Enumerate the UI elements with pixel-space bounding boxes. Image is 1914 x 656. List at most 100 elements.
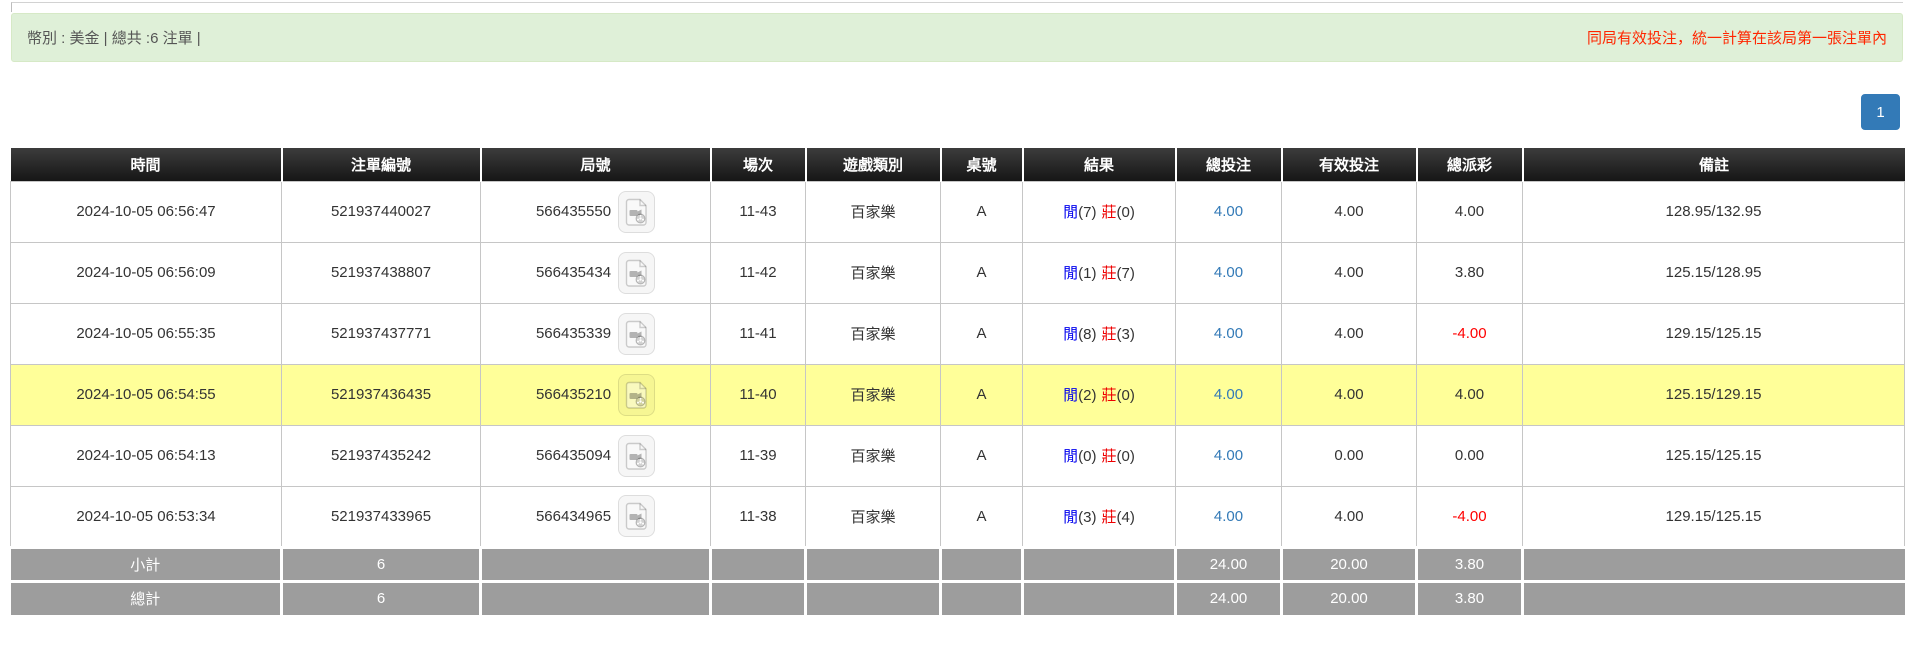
cell-game-type: 百家樂 bbox=[805, 180, 941, 243]
total-payout: 3.80 bbox=[1416, 579, 1524, 615]
column-header-remark: 備註 bbox=[1522, 148, 1905, 181]
table-row: 2024-10-05 06:53:34 521937433965 5664349… bbox=[10, 485, 1905, 548]
cell-total-bet: 4.00 bbox=[1175, 241, 1282, 304]
total-valid-bet: 20.00 bbox=[1281, 579, 1418, 615]
cell-valid-bet: 0.00 bbox=[1281, 424, 1417, 487]
total-bet-link[interactable]: 4.00 bbox=[1213, 264, 1244, 281]
subtotal-valid-bet: 20.00 bbox=[1281, 545, 1418, 581]
cell-table-no: A bbox=[940, 363, 1023, 426]
cell-bet-id: 521937433965 bbox=[281, 485, 481, 548]
cell-remark: 125.15/125.15 bbox=[1522, 424, 1905, 487]
banker-result-label: 莊 bbox=[1101, 265, 1117, 282]
player-result-value: (2) bbox=[1078, 387, 1097, 404]
cell-game-type: 百家樂 bbox=[805, 302, 941, 365]
banker-result-label: 莊 bbox=[1101, 204, 1117, 221]
total-empty bbox=[480, 579, 712, 615]
total-empty bbox=[1522, 579, 1905, 615]
column-header-table-no: 桌號 bbox=[940, 148, 1024, 181]
cell-total-bet: 4.00 bbox=[1175, 302, 1282, 365]
page-1-button[interactable]: 1 bbox=[1861, 94, 1900, 130]
table-row: 2024-10-05 06:56:47 521937440027 5664355… bbox=[10, 180, 1905, 243]
subtotal-empty bbox=[940, 545, 1024, 581]
video-replay-icon bbox=[625, 320, 647, 348]
currency-total-text: 幣別 : 美金 | 總共 :6 注單 | bbox=[27, 30, 201, 47]
cell-session: 11-39 bbox=[710, 424, 806, 487]
cell-table-no: A bbox=[940, 302, 1023, 365]
banker-result-label: 莊 bbox=[1101, 387, 1117, 404]
total-bet-link[interactable]: 4.00 bbox=[1213, 203, 1244, 220]
player-result-value: (7) bbox=[1078, 204, 1097, 221]
video-replay-icon bbox=[625, 502, 647, 530]
cell-result: 閒(3) 莊(4) bbox=[1022, 485, 1176, 548]
cell-result: 閒(2) 莊(0) bbox=[1022, 363, 1176, 426]
video-replay-icon bbox=[625, 381, 647, 409]
video-replay-button[interactable] bbox=[618, 495, 656, 537]
column-header-result: 結果 bbox=[1022, 148, 1177, 181]
column-header-time: 時間 bbox=[10, 148, 283, 181]
banker-result-value: (0) bbox=[1116, 204, 1135, 221]
summary-info-bar: 幣別 : 美金 | 總共 :6 注單 | 同局有效投注，統一計算在該局第一張注單… bbox=[11, 13, 1903, 62]
video-replay-button[interactable] bbox=[618, 434, 656, 477]
subtotal-empty bbox=[1022, 545, 1177, 581]
video-replay-icon bbox=[625, 259, 647, 287]
cell-round-id: 566435434 bbox=[480, 241, 711, 304]
subtotal-empty bbox=[1522, 545, 1905, 581]
player-result-label: 閒 bbox=[1063, 204, 1079, 221]
player-result-value: (1) bbox=[1078, 265, 1097, 282]
video-replay-button[interactable] bbox=[618, 190, 656, 233]
player-result-label: 閒 bbox=[1063, 508, 1079, 526]
player-result-label: 閒 bbox=[1063, 265, 1079, 282]
video-replay-icon bbox=[625, 198, 647, 226]
video-replay-icon bbox=[625, 442, 647, 470]
cell-valid-bet: 4.00 bbox=[1281, 363, 1417, 426]
round-number: 566435550 bbox=[535, 203, 612, 220]
video-replay-button[interactable] bbox=[618, 312, 656, 355]
cell-game-type: 百家樂 bbox=[805, 363, 941, 426]
total-bet-link[interactable]: 4.00 bbox=[1213, 325, 1244, 342]
cell-result: 閒(7) 莊(0) bbox=[1022, 180, 1176, 243]
total-bet-link[interactable]: 4.00 bbox=[1213, 507, 1244, 525]
cell-payout: -4.00 bbox=[1416, 485, 1523, 548]
player-result-value: (8) bbox=[1078, 326, 1097, 343]
subtotal-label: 小計 bbox=[10, 545, 283, 581]
cell-remark: 125.15/128.95 bbox=[1522, 241, 1905, 304]
subtotal-row: 小計 6 24.00 20.00 3.80 bbox=[10, 545, 1905, 581]
cell-bet-id: 521937440027 bbox=[281, 180, 481, 243]
column-header-bet-id: 注單編號 bbox=[281, 148, 482, 181]
column-header-game-type: 遊戲類別 bbox=[805, 148, 942, 181]
column-header-session: 場次 bbox=[710, 148, 807, 181]
cell-result: 閒(0) 莊(0) bbox=[1022, 424, 1176, 487]
cell-session: 11-42 bbox=[710, 241, 806, 304]
total-empty bbox=[710, 579, 807, 615]
video-replay-button[interactable] bbox=[618, 373, 656, 416]
cell-remark: 125.15/129.15 bbox=[1522, 363, 1905, 426]
cell-bet-id: 521937436435 bbox=[281, 363, 481, 426]
cell-total-bet: 4.00 bbox=[1175, 363, 1282, 426]
cell-remark: 129.15/125.15 bbox=[1522, 302, 1905, 365]
banker-result-label: 莊 bbox=[1101, 326, 1117, 343]
cell-payout: 3.80 bbox=[1416, 241, 1523, 304]
cell-remark: 129.15/125.15 bbox=[1522, 485, 1905, 548]
table-row: 2024-10-05 06:56:09 521937438807 5664354… bbox=[10, 241, 1905, 304]
video-replay-button[interactable] bbox=[618, 251, 656, 294]
header-row: 時間 注單編號 局號 場次 遊戲類別 桌號 結果 總投注 有效投注 總派彩 備註 bbox=[10, 148, 1905, 181]
total-label: 總計 bbox=[10, 579, 283, 615]
banker-result-label: 莊 bbox=[1101, 448, 1117, 465]
cell-payout: 4.00 bbox=[1416, 180, 1523, 243]
subtotal-payout: 3.80 bbox=[1416, 545, 1524, 581]
total-count: 6 bbox=[281, 579, 482, 615]
table-row: 2024-10-05 06:55:35 521937437771 5664353… bbox=[10, 302, 1905, 365]
total-empty bbox=[1022, 579, 1177, 615]
subtotal-empty bbox=[480, 545, 712, 581]
round-number: 566435094 bbox=[535, 447, 612, 464]
round-number: 566435210 bbox=[535, 386, 612, 403]
cell-payout: -4.00 bbox=[1416, 302, 1523, 365]
total-bet-link[interactable]: 4.00 bbox=[1213, 386, 1244, 403]
cell-table-no: A bbox=[940, 485, 1023, 548]
cell-valid-bet: 4.00 bbox=[1281, 485, 1417, 548]
cell-game-type: 百家樂 bbox=[805, 424, 941, 487]
cell-payout: 0.00 bbox=[1416, 424, 1523, 487]
total-bet-link[interactable]: 4.00 bbox=[1213, 447, 1244, 464]
cell-session: 11-38 bbox=[710, 485, 806, 548]
